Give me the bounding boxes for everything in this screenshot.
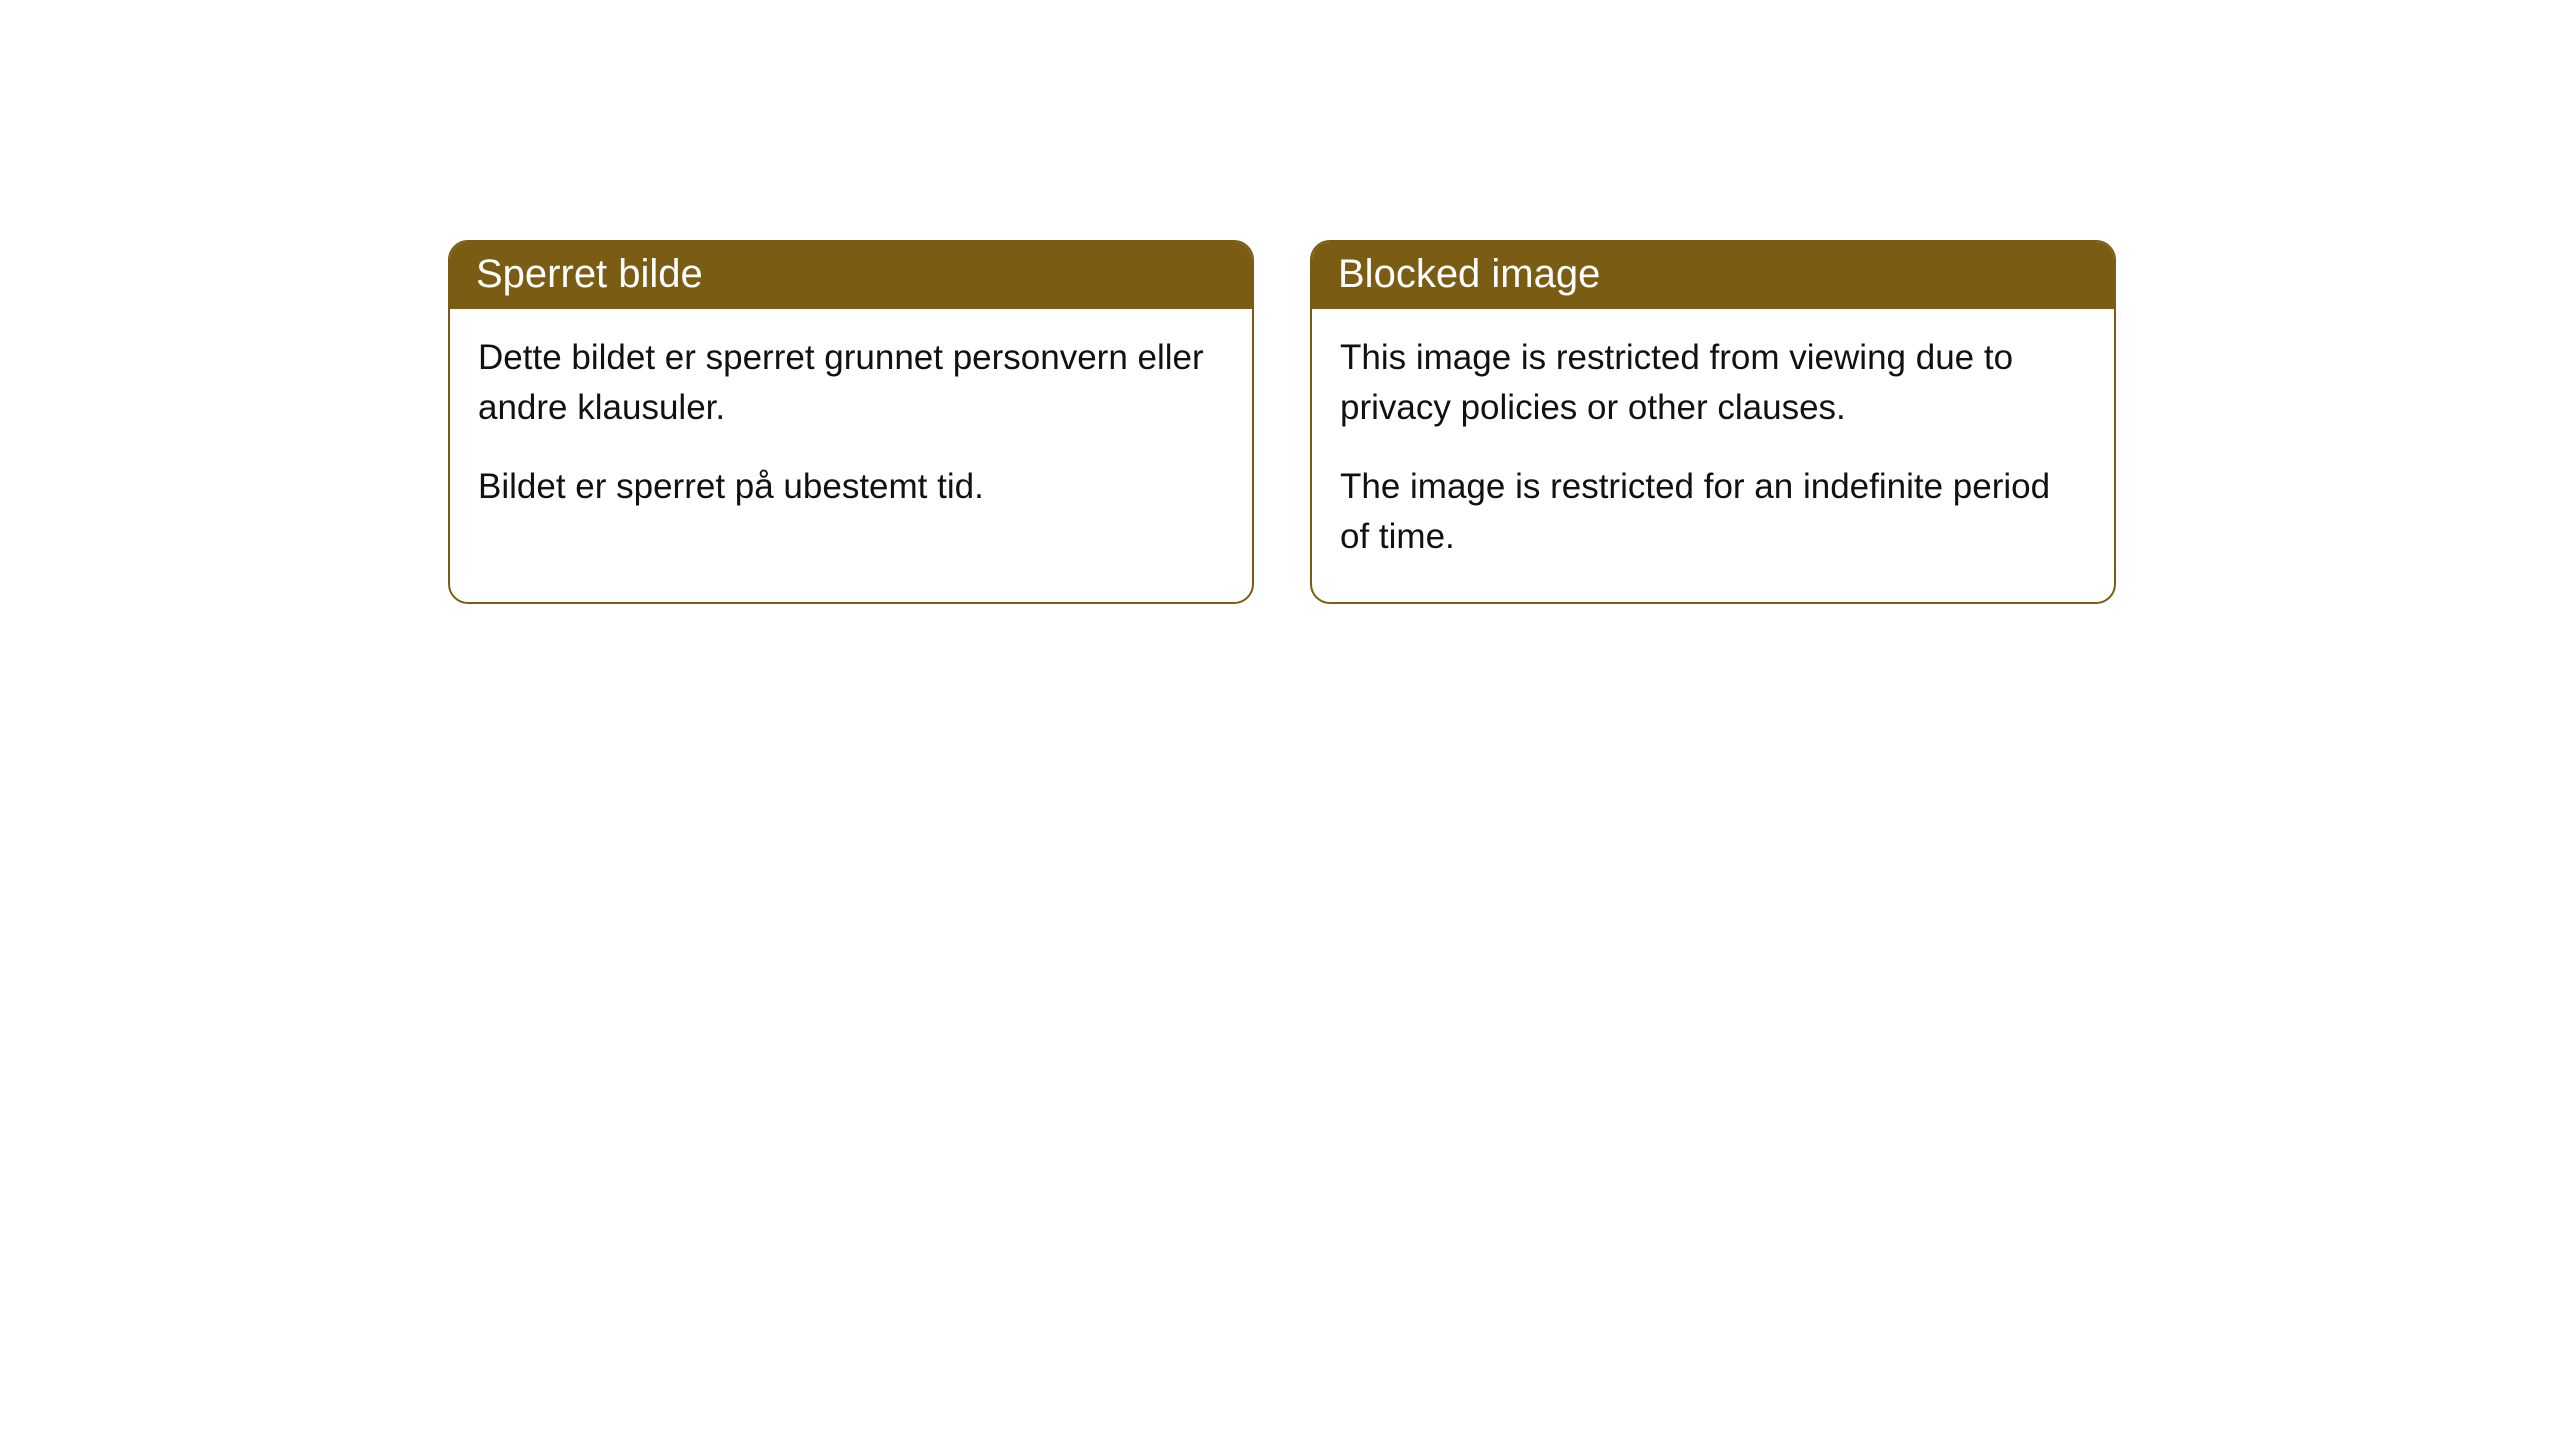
blocked-image-card-norwegian: Sperret bilde Dette bildet er sperret gr… <box>448 240 1254 604</box>
blocked-image-card-english: Blocked image This image is restricted f… <box>1310 240 2116 604</box>
card-body-english: This image is restricted from viewing du… <box>1312 309 2114 602</box>
card-paragraph-1-norwegian: Dette bildet er sperret grunnet personve… <box>478 333 1224 432</box>
card-paragraph-1-english: This image is restricted from viewing du… <box>1340 333 2086 432</box>
card-title-norwegian: Sperret bilde <box>450 242 1252 309</box>
card-paragraph-2-english: The image is restricted for an indefinit… <box>1340 462 2086 561</box>
notice-cards-container: Sperret bilde Dette bildet er sperret gr… <box>0 0 2560 604</box>
card-title-english: Blocked image <box>1312 242 2114 309</box>
card-paragraph-2-norwegian: Bildet er sperret på ubestemt tid. <box>478 462 1224 512</box>
card-body-norwegian: Dette bildet er sperret grunnet personve… <box>450 309 1252 552</box>
